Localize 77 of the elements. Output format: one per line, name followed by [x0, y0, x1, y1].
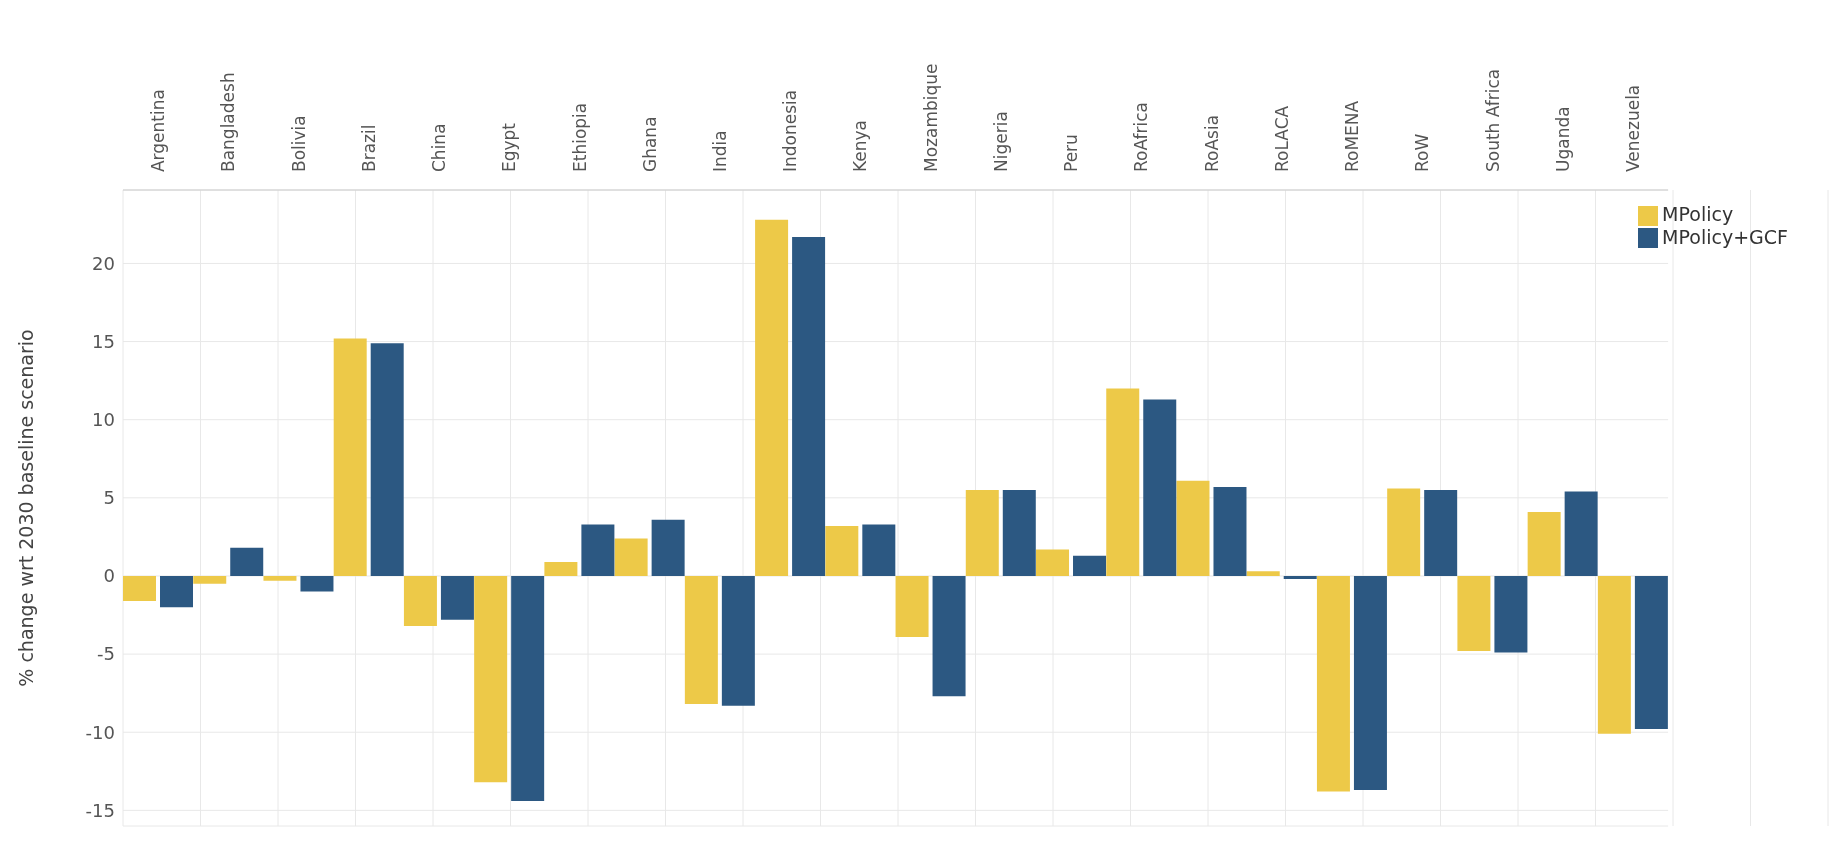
y-tick-label: -5 [97, 643, 115, 665]
bar [1106, 388, 1140, 576]
x-tick-label: Bolivia [288, 115, 309, 172]
y-tick-label: 15 [92, 330, 115, 352]
x-tick-label: RoAfrica [1131, 102, 1152, 172]
bar [1073, 555, 1107, 576]
bar [370, 343, 404, 576]
bar [123, 575, 156, 601]
bar [333, 338, 367, 576]
x-tick-label: Indonesia [780, 89, 801, 172]
bar [1494, 575, 1528, 653]
bar [160, 575, 193, 608]
bar [403, 575, 437, 626]
bar [474, 575, 508, 783]
x-tick-label: Nigeria [990, 111, 1011, 172]
x-tick-label: Uganda [1552, 106, 1573, 172]
x-tick-label: Brazil [358, 124, 379, 172]
bar [300, 575, 334, 592]
bar [193, 575, 227, 584]
x-tick-label: RoLACA [1271, 105, 1292, 172]
x-tick-label: China [429, 123, 450, 172]
y-tick-label: 5 [103, 487, 115, 509]
x-tick-label: Kenya [850, 119, 871, 172]
bar [1634, 575, 1668, 730]
bar [1424, 490, 1458, 576]
y-tick-label: 20 [92, 252, 115, 274]
bar [721, 575, 755, 706]
x-tick-label: RoW [1412, 133, 1433, 172]
bar [614, 538, 648, 576]
y-tick-label: -15 [85, 799, 115, 821]
x-tick-label: Venezuela [1622, 84, 1643, 172]
bar [440, 575, 474, 620]
x-tick-label: Egypt [499, 122, 520, 172]
bar [1176, 480, 1210, 576]
bar [1527, 511, 1561, 576]
x-tick-label: Argentina [148, 89, 169, 172]
bar [263, 575, 297, 581]
bar [1353, 575, 1387, 791]
bar [544, 561, 578, 576]
bar [1002, 490, 1036, 576]
bar [511, 575, 545, 801]
bar [1213, 486, 1247, 576]
bar [755, 219, 789, 576]
y-axis-title: % change wrt 2030 baseline scenario [14, 329, 37, 687]
bar [1564, 491, 1598, 576]
bar [651, 519, 685, 576]
bar [895, 575, 929, 637]
bar [862, 524, 896, 576]
bar [825, 525, 859, 576]
bar [581, 524, 615, 576]
bar [965, 490, 999, 576]
bar [684, 575, 718, 705]
y-tick-label: 10 [92, 409, 115, 431]
bar [1036, 549, 1070, 576]
bar [1597, 575, 1631, 734]
x-tick-label: India [709, 130, 730, 172]
legend-label: MPolicy [1662, 203, 1734, 225]
x-tick-label: Ghana [639, 116, 660, 172]
bar [792, 236, 826, 576]
bar [1387, 488, 1421, 576]
x-tick-label: RoMENA [1342, 100, 1363, 172]
y-tick-label: -10 [85, 721, 115, 743]
x-tick-label: Bangladesh [218, 72, 239, 172]
bar [1457, 575, 1491, 651]
x-tick-label: RoAsia [1201, 114, 1222, 172]
legend-label: MPolicy+GCF [1662, 225, 1788, 248]
bar [1283, 575, 1317, 580]
x-tick-label: Mozambique [920, 63, 941, 172]
bar [1316, 575, 1350, 792]
x-tick-label: Ethiopia [569, 102, 590, 172]
y-tick-label: 0 [103, 565, 115, 587]
x-tick-label: South Africa [1482, 68, 1503, 172]
bar [1143, 399, 1177, 576]
bar [230, 547, 264, 576]
x-tick-label: Peru [1061, 134, 1082, 172]
bar [932, 575, 966, 697]
bar [1246, 571, 1280, 576]
